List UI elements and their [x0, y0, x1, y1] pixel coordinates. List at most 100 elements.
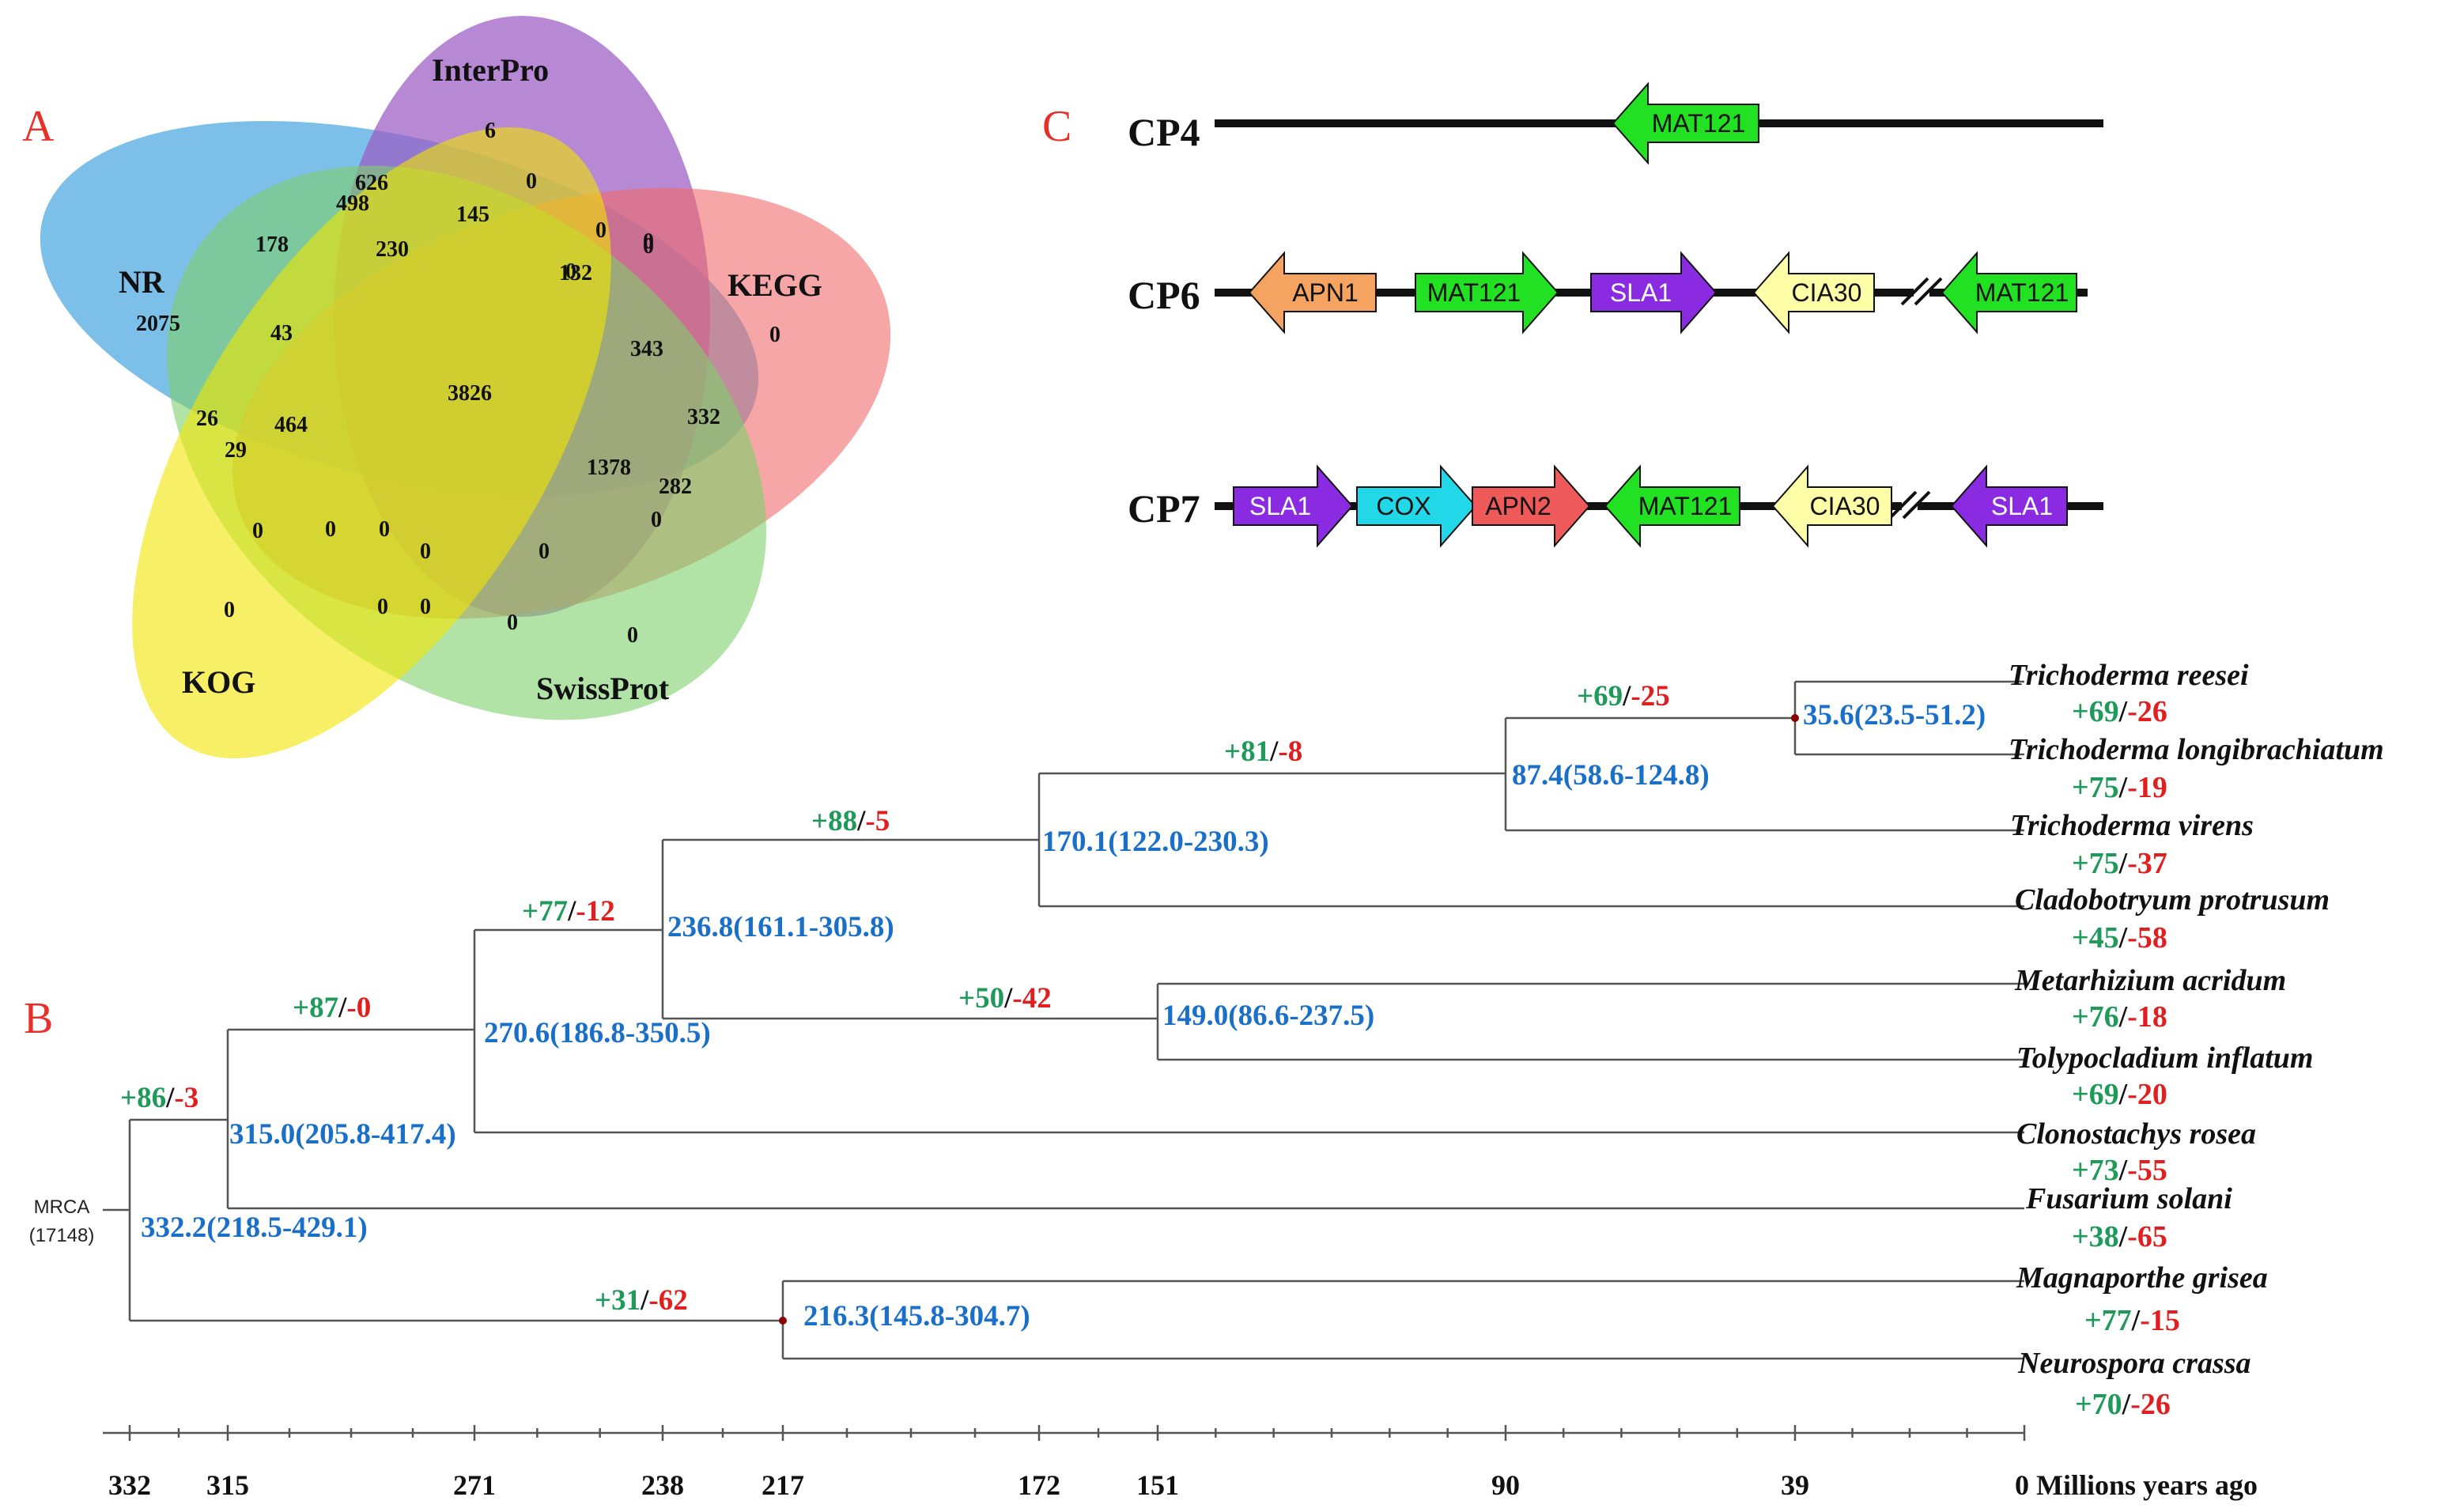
gene-arrow-sla1 [1233, 464, 1354, 548]
tree-branches [103, 680, 2024, 1360]
venn-count: 0 [651, 508, 662, 532]
species-name: Trichoderma longibrachiatum [2009, 733, 2384, 766]
cluster-label-cp6: CP6 [1128, 273, 1200, 317]
venn-count: 498 [336, 191, 369, 216]
root-label-count: (17148) [29, 1225, 95, 1246]
venn-count: 0 [539, 539, 550, 564]
venn-count: 0 [420, 539, 431, 564]
node-age-label: 236.8(161.1-305.8) [667, 911, 894, 943]
axis-tick-label: 90 [1491, 1469, 1520, 1501]
venn-label-interpro: InterPro [432, 52, 549, 88]
gene-label: MAT121 [1638, 492, 1733, 520]
gene-arrow-sla1 [1950, 464, 2068, 548]
venn-count: 132 [559, 261, 592, 285]
venn-count: 0 [377, 595, 388, 619]
venn-diagram [40, 16, 891, 759]
venn-label-swissprot: SwissProt [536, 671, 670, 706]
panel-label-a: A [22, 102, 55, 151]
venn-count: 178 [255, 232, 289, 257]
gene-label: SLA1 [1249, 492, 1311, 520]
venn-count: 0 [325, 517, 336, 542]
tree-root-label: MRCA (17148) [29, 1196, 95, 1246]
venn-set-kog [132, 127, 611, 759]
axis-tick-label: 151 [1136, 1469, 1179, 1501]
gene-arrow-sla1 [1590, 251, 1718, 335]
axis-tick-label: 238 [641, 1469, 684, 1501]
venn-count: 282 [659, 474, 692, 499]
node-age-label: 149.0(86.6-237.5) [1162, 1000, 1374, 1032]
gain-loss-label: +75/-19 [2072, 771, 2167, 804]
gene-arrow-cia30 [1752, 251, 1875, 335]
venn-label-kog: KOG [182, 664, 255, 700]
node-age-label: 270.6(186.8-350.5) [484, 1017, 711, 1049]
venn-label-kegg: KEGG [727, 267, 822, 303]
gain-loss-label: +77/-12 [522, 895, 615, 928]
species-name: Magnaporthe grisea [2016, 1261, 2268, 1295]
venn-count: 626 [355, 171, 388, 195]
venn-count: 230 [376, 237, 409, 262]
gene-label: SLA1 [1610, 278, 1672, 307]
gene-arrow-apn1 [1248, 251, 1377, 335]
venn-count: 3826 [448, 381, 492, 406]
axis-tick-label: 39 [1781, 1469, 1809, 1501]
gene-arrow-apn2 [1472, 464, 1591, 548]
gain-loss-label: +50/-42 [958, 982, 1052, 1015]
species-name: Neurospora crassa [2017, 1347, 2251, 1380]
axis-tick-label: 332 [108, 1469, 151, 1501]
species-name: Fusarium solani [2025, 1182, 2232, 1215]
cluster-label-cp4: CP4 [1128, 110, 1200, 154]
node-age-label: 87.4(58.6-124.8) [1512, 759, 1710, 792]
gene-arrow-cia30 [1771, 464, 1892, 548]
gain-loss-label: +86/-3 [120, 1082, 198, 1114]
venn-count: 0 [643, 229, 654, 254]
cp7-break-mark [1888, 490, 1918, 520]
gene-label: MAT121 [1652, 109, 1746, 138]
venn-count: 1378 [587, 455, 631, 480]
panel-label-c: C [1042, 102, 1071, 151]
gene-label: CIA30 [1810, 492, 1880, 520]
gene-label: MAT121 [1427, 278, 1521, 307]
cluster-label-cp7: CP7 [1128, 486, 1200, 531]
venn-count: 0 [595, 218, 607, 243]
gain-loss-label: +75/-37 [2072, 847, 2167, 880]
gain-loss-label: +87/-0 [293, 992, 371, 1024]
species-name: Trichoderma reesei [2009, 659, 2249, 692]
gene-arrow-mat121 [1612, 81, 1759, 165]
gain-loss-label: +81/-8 [1224, 735, 1302, 768]
calibration-point [779, 1317, 787, 1325]
venn-count: 0 [769, 323, 780, 347]
gene-arrow-mat121 [1415, 251, 1559, 335]
venn-count: 0 [565, 259, 576, 284]
venn-label-nr: NR [119, 264, 165, 300]
species-name: Metarhizium acridum [2014, 964, 2286, 997]
species-name: Cladobotryum protrusum [2015, 883, 2330, 917]
node-age-label: 315.0(205.8-417.4) [229, 1118, 456, 1151]
panel-label-b: B [24, 994, 53, 1043]
gene-label: MAT121 [1975, 278, 2069, 307]
venn-count: 26 [196, 406, 218, 431]
cp7-break-mark [1902, 490, 1931, 520]
gain-loss-label: +45/-58 [2072, 921, 2167, 954]
venn-count: 0 [252, 519, 263, 543]
gain-loss-label: +31/-62 [595, 1284, 688, 1317]
cp6-break-mark [1900, 277, 1929, 306]
gene-label: APN2 [1485, 492, 1551, 520]
venn-count: 0 [643, 234, 654, 259]
gene-label: CIA30 [1792, 278, 1862, 307]
axis-tick-label: 0 Millions years ago [2015, 1469, 2258, 1501]
species-name: Tolypocladium inflatum [2016, 1041, 2313, 1075]
venn-count: 0 [224, 598, 235, 622]
axis-tick-label: 172 [1018, 1469, 1060, 1501]
venn-set-labels: NR InterPro KEGG KOG SwissProt [119, 52, 822, 706]
gain-loss-label: +88/-5 [811, 805, 890, 837]
gain-loss-label: +70/-26 [2075, 1388, 2171, 1421]
venn-count: 0 [627, 623, 638, 648]
cp6-break-mark [1914, 277, 1943, 306]
gene-label: COX [1376, 492, 1430, 520]
venn-count: 343 [630, 337, 663, 361]
species-name: Trichoderma virens [2010, 809, 2254, 842]
axis-tick-label: 271 [453, 1469, 496, 1501]
venn-count: 145 [456, 202, 489, 227]
